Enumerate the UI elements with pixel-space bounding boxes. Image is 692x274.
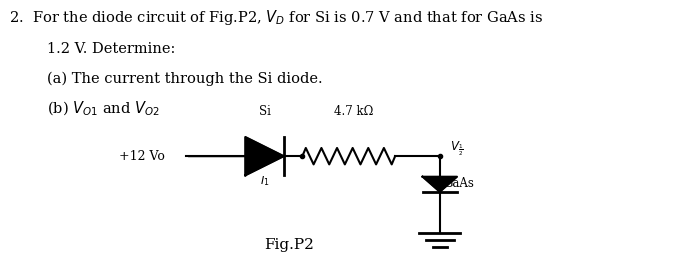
Polygon shape <box>423 177 457 192</box>
Text: Si: Si <box>259 105 271 118</box>
Text: (a) The current through the Si diode.: (a) The current through the Si diode. <box>47 71 322 86</box>
Text: Fig.P2: Fig.P2 <box>264 238 313 252</box>
Text: 4.7 kΩ: 4.7 kΩ <box>334 105 374 118</box>
Text: GaAs: GaAs <box>444 177 474 190</box>
Text: $V_{\frac{1}{2}}$: $V_{\frac{1}{2}}$ <box>450 140 464 158</box>
Text: $I_1$: $I_1$ <box>260 174 269 188</box>
Text: +12 Vo: +12 Vo <box>119 150 165 163</box>
Polygon shape <box>246 137 284 175</box>
Text: (b) $V_{O1}$ and $V_{O2}$: (b) $V_{O1}$ and $V_{O2}$ <box>47 100 159 118</box>
Text: 1.2 V. Determine:: 1.2 V. Determine: <box>47 42 175 56</box>
Text: 2.  For the diode circuit of Fig.P2, $V_D$ for Si is 0.7 V and that for GaAs is: 2. For the diode circuit of Fig.P2, $V_D… <box>9 8 543 27</box>
